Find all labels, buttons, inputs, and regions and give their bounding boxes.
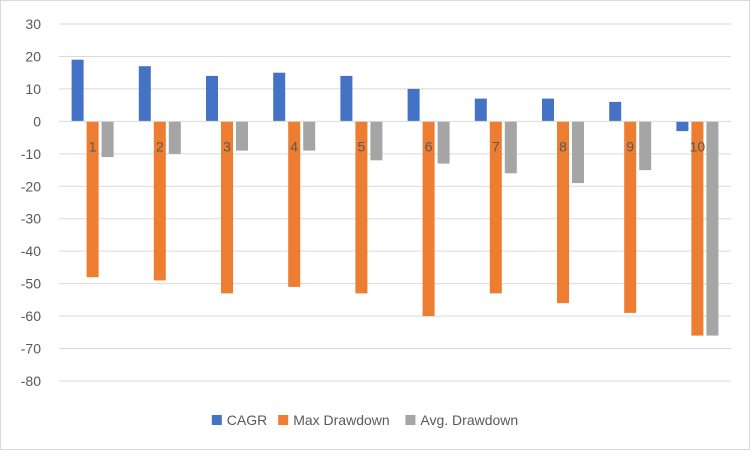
category-labels: 1 2 3 4 5 6 7 8 9 10 xyxy=(89,138,706,154)
category-label: 9 xyxy=(626,138,634,154)
y-tick-label: -70 xyxy=(21,341,41,357)
bar-avg-drawdown-1 xyxy=(101,121,114,158)
category-label: 8 xyxy=(559,138,567,154)
bar-cagr-1 xyxy=(71,59,84,122)
legend-swatch xyxy=(278,415,289,425)
bar-avg-drawdown-9 xyxy=(639,121,652,171)
bar-max-drawdown-2 xyxy=(153,121,166,281)
bar-cagr-5 xyxy=(340,75,353,122)
legend-entry: Max Drawdown xyxy=(293,412,389,428)
bar-cagr-10 xyxy=(676,121,689,132)
bar-max-drawdown-8 xyxy=(557,121,569,304)
y-tick-label: 10 xyxy=(25,81,41,97)
y-tick-label: -80 xyxy=(21,373,41,389)
y-tick-label: -40 xyxy=(21,243,41,259)
bar-max-drawdown-1 xyxy=(86,121,99,278)
y-tick-label: 30 xyxy=(25,16,41,32)
category-label: 5 xyxy=(358,138,366,154)
bar-cagr-6 xyxy=(407,88,420,122)
bar-max-drawdown-10 xyxy=(691,121,704,336)
bar-max-drawdown-6 xyxy=(422,121,435,317)
legend-entry: CAGR xyxy=(227,412,267,428)
bar-max-drawdown-5 xyxy=(355,121,368,294)
legend-entry: Avg. Drawdown xyxy=(420,412,518,428)
y-tick-label: -60 xyxy=(21,308,41,324)
category-label: 1 xyxy=(89,138,97,154)
bar-avg-drawdown-7 xyxy=(504,121,517,174)
bar-max-drawdown-9 xyxy=(624,121,637,313)
bar-avg-drawdown-6 xyxy=(437,121,450,164)
y-tick-label: 20 xyxy=(25,48,41,64)
y-tick-label: -30 xyxy=(21,211,41,227)
bar-cagr-7 xyxy=(474,98,487,122)
y-tick-label: -10 xyxy=(21,146,41,162)
legend: CAGR Max Drawdown Avg. Drawdown xyxy=(211,412,518,428)
gridlines xyxy=(59,23,731,382)
bar-cagr-4 xyxy=(273,72,286,122)
bar-max-drawdown-7 xyxy=(489,121,502,294)
category-label: 7 xyxy=(492,138,500,154)
y-tick-label: -20 xyxy=(21,178,41,194)
category-label: 6 xyxy=(425,138,433,154)
bar-avg-drawdown-2 xyxy=(168,121,181,154)
bars xyxy=(71,59,719,336)
y-axis-ticks: 30 20 10 0 -10 -20 -30 -40 -50 -60 -70 -80 xyxy=(21,16,41,389)
category-label: 10 xyxy=(690,138,706,154)
y-tick-label: 0 xyxy=(33,113,41,129)
legend-swatch xyxy=(211,415,222,425)
bar-cagr-3 xyxy=(206,75,218,122)
legend-swatch xyxy=(405,415,416,425)
bar-max-drawdown-4 xyxy=(288,121,301,287)
bar-avg-drawdown-3 xyxy=(236,121,248,151)
bar-avg-drawdown-4 xyxy=(303,121,316,151)
bar-avg-drawdown-5 xyxy=(370,121,383,161)
category-label: 2 xyxy=(156,138,164,154)
category-label: 4 xyxy=(290,138,298,154)
y-tick-label: -50 xyxy=(21,276,41,292)
bar-avg-drawdown-8 xyxy=(572,121,584,184)
bar-cagr-8 xyxy=(542,98,554,122)
bar-cagr-9 xyxy=(609,101,622,122)
category-label: 3 xyxy=(223,138,231,154)
bar-max-drawdown-3 xyxy=(221,121,233,294)
bar-cagr-2 xyxy=(138,66,151,122)
bar-avg-drawdown-10 xyxy=(706,121,719,336)
